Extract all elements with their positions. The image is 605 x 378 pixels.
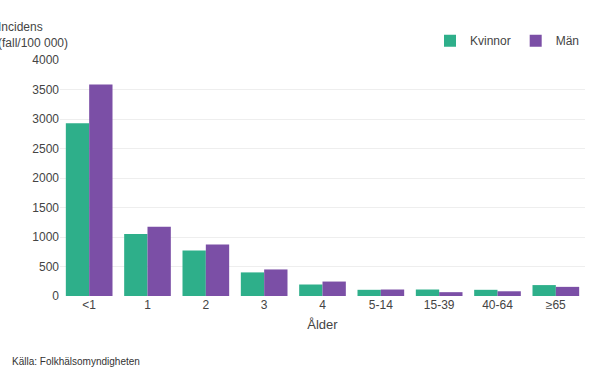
svg-text:3000: 3000 bbox=[32, 112, 59, 126]
svg-text:0: 0 bbox=[52, 289, 59, 303]
svg-text:2: 2 bbox=[202, 298, 209, 312]
svg-text:4000: 4000 bbox=[32, 53, 59, 67]
svg-text:Kvinnor: Kvinnor bbox=[470, 34, 511, 48]
svg-text:5-14: 5-14 bbox=[369, 298, 393, 312]
svg-text:Ålder: Ålder bbox=[307, 317, 338, 332]
svg-text:≥65: ≥65 bbox=[546, 298, 566, 312]
svg-text:500: 500 bbox=[39, 260, 59, 274]
svg-text:2500: 2500 bbox=[32, 142, 59, 156]
svg-text:3500: 3500 bbox=[32, 83, 59, 97]
svg-text:15-39: 15-39 bbox=[424, 298, 455, 312]
svg-text:Incidens(fall/100 000): Incidens(fall/100 000) bbox=[0, 20, 68, 50]
svg-text:<1: <1 bbox=[82, 298, 96, 312]
svg-text:40-64: 40-64 bbox=[482, 298, 513, 312]
svg-text:Män: Män bbox=[556, 34, 579, 48]
svg-text:4: 4 bbox=[319, 298, 326, 312]
svg-text:1000: 1000 bbox=[32, 230, 59, 244]
svg-text:1500: 1500 bbox=[32, 201, 59, 215]
svg-text:2000: 2000 bbox=[32, 171, 59, 185]
svg-text:1: 1 bbox=[144, 298, 151, 312]
svg-text:Källa: Folkhälsomyndigheten: Källa: Folkhälsomyndigheten bbox=[12, 356, 140, 367]
svg-text:3: 3 bbox=[261, 298, 268, 312]
